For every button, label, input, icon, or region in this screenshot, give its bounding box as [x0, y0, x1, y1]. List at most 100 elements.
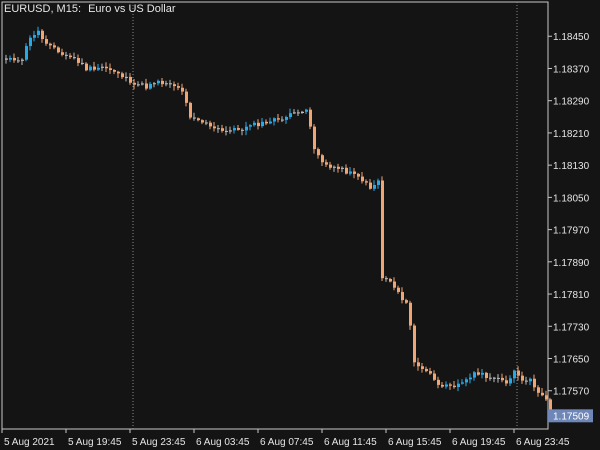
- y-axis: 1.18450 1.18370 1.18290 1.18210 1.18130 1.180…: [548, 32, 590, 398]
- candle: [409, 300, 412, 330]
- price-tag-bg: [548, 409, 593, 423]
- candle: [437, 376, 440, 389]
- candle: [365, 179, 368, 186]
- candle-body: [125, 76, 128, 78]
- candle-body: [53, 45, 56, 48]
- candle: [13, 53, 16, 63]
- candle: [209, 120, 212, 130]
- candle: [313, 124, 316, 154]
- candle-body: [461, 382, 464, 384]
- candle-body: [361, 176, 364, 182]
- candle: [305, 108, 308, 114]
- candle-body: [425, 368, 428, 372]
- candle: [325, 159, 328, 167]
- candle: [413, 323, 416, 367]
- candle-body: [489, 377, 492, 379]
- candle-body: [365, 181, 368, 183]
- candle: [545, 390, 548, 402]
- candle: [289, 108, 292, 120]
- candle-body: [245, 126, 248, 131]
- candle: [185, 88, 188, 107]
- candle-body: [349, 171, 352, 174]
- candle: [469, 373, 472, 384]
- candle-body: [525, 380, 528, 382]
- candle: [29, 35, 32, 51]
- candle-body: [357, 173, 360, 177]
- candle: [521, 371, 524, 384]
- candle: [533, 374, 536, 392]
- x-tick-label: 6 Aug 19:45: [452, 437, 506, 448]
- candle: [149, 81, 152, 90]
- candle: [261, 117, 264, 128]
- candle-body: [309, 109, 312, 127]
- candle-body: [201, 120, 204, 123]
- candle: [85, 62, 88, 72]
- candle-body: [237, 128, 240, 130]
- candle-body: [405, 300, 408, 303]
- candle-body: [37, 30, 40, 36]
- candle-body: [301, 111, 304, 114]
- candle: [49, 42, 52, 50]
- candle: [257, 119, 260, 130]
- candle: [81, 58, 84, 66]
- candle: [353, 167, 356, 179]
- candle: [517, 366, 520, 381]
- candle-body: [533, 378, 536, 388]
- candle-body: [289, 113, 292, 117]
- candle: [137, 81, 140, 87]
- candle-body: [249, 125, 252, 127]
- candle: [453, 381, 456, 389]
- candle: [229, 126, 232, 134]
- candle-body: [513, 370, 516, 379]
- candle-body: [141, 83, 144, 85]
- candle-body: [181, 87, 184, 92]
- candle: [33, 30, 36, 42]
- candle: [265, 119, 268, 126]
- candle: [249, 124, 252, 131]
- candle: [157, 79, 160, 86]
- candle-body: [469, 377, 472, 380]
- candle: [381, 176, 384, 281]
- x-tick-label: 5 Aug 19:45: [68, 437, 122, 448]
- candle-body: [549, 399, 552, 416]
- candle: [317, 147, 320, 159]
- candle-body: [285, 116, 288, 120]
- candle-body: [173, 84, 176, 87]
- symbol-timeframe: EURUSD, M15:: [4, 3, 82, 15]
- candle: [513, 369, 516, 383]
- candle-body: [281, 119, 284, 121]
- candle-body: [433, 373, 436, 380]
- candle: [373, 180, 376, 191]
- candle-body: [225, 130, 228, 132]
- candle: [173, 81, 176, 91]
- candle: [21, 58, 24, 65]
- candle-body: [257, 122, 260, 127]
- candle: [341, 166, 344, 173]
- y-tick-label: 1.17970: [553, 226, 590, 237]
- candle: [297, 109, 300, 117]
- candle-body: [205, 122, 208, 124]
- candle: [273, 117, 276, 126]
- candle: [401, 287, 404, 304]
- candle: [193, 112, 196, 121]
- candle: [473, 371, 476, 381]
- candle: [101, 63, 104, 71]
- candle-body: [477, 372, 480, 375]
- candle: [441, 382, 444, 388]
- x-tick-label: 5 Aug 23:45: [132, 437, 186, 448]
- candle: [405, 298, 408, 305]
- candle: [17, 56, 20, 63]
- candle-body: [333, 166, 336, 168]
- candle: [449, 382, 452, 390]
- candle-body: [193, 117, 196, 119]
- candle: [129, 73, 132, 85]
- candle-body: [89, 66, 92, 71]
- candle-body: [157, 80, 160, 84]
- y-tick-label: 1.18210: [553, 129, 590, 140]
- candle-body: [33, 35, 36, 38]
- candle-body: [265, 121, 268, 124]
- candle: [57, 46, 60, 54]
- candle-body: [381, 180, 384, 279]
